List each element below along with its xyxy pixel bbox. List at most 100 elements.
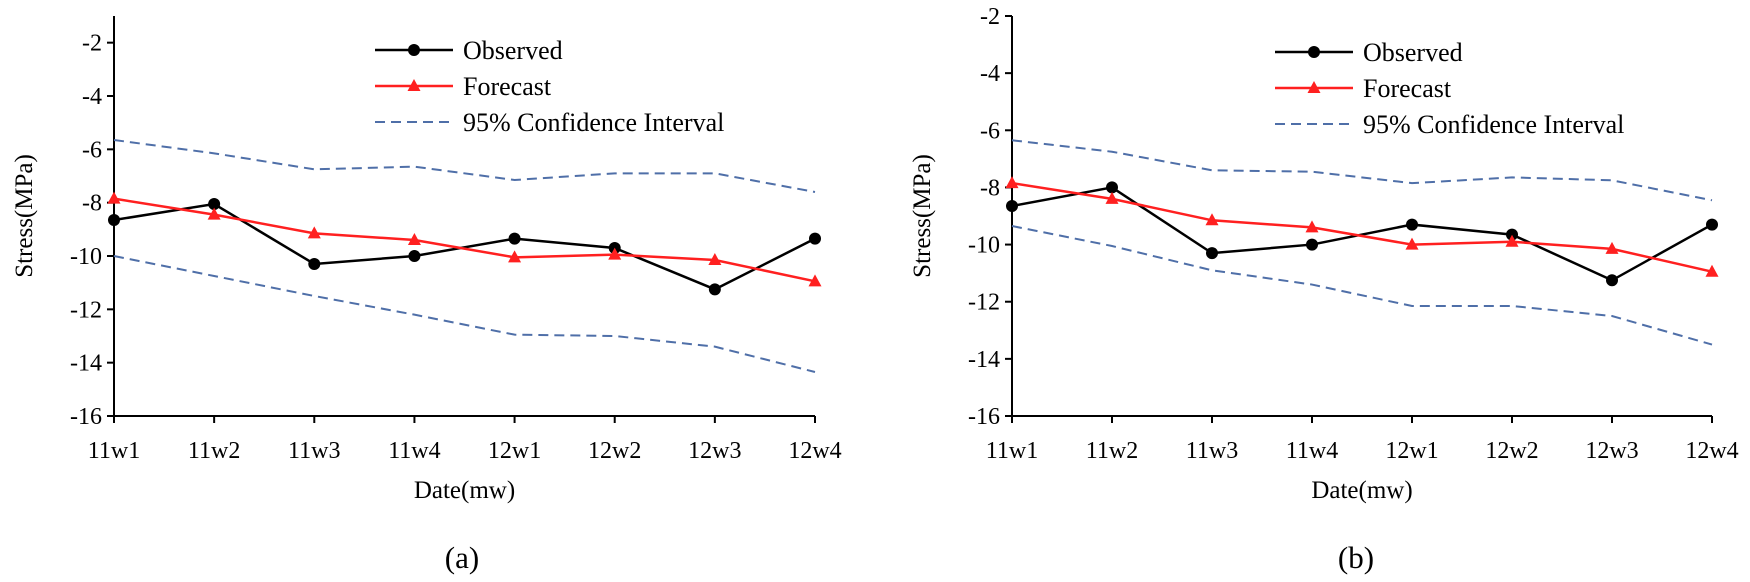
legend: Observed Forecast 95% Confidence Interval bbox=[375, 36, 724, 137]
x-tick-label: 11w2 bbox=[1086, 438, 1138, 464]
data-point bbox=[208, 198, 221, 210]
x-tick-label: 12w2 bbox=[588, 438, 641, 464]
legend-marker bbox=[407, 79, 421, 91]
data-point bbox=[1106, 181, 1118, 194]
x-axis-label: Date(mw) bbox=[1311, 477, 1412, 504]
x-tick-label: 12w4 bbox=[788, 438, 841, 464]
series-line bbox=[113, 197, 816, 283]
chart-panel-b: -2 -4 -6 -8 -10 -12 -14 -16 11w1 11w2 11w3 11w4 12w1… bbox=[909, 4, 1739, 575]
data-point bbox=[1005, 176, 1019, 189]
series-95-confidence-interval-lower bbox=[113, 255, 816, 373]
series-observed bbox=[1006, 181, 1718, 287]
data-point bbox=[1605, 241, 1619, 254]
x-tick-label: 12w3 bbox=[688, 438, 741, 464]
y-tick-label: -10 bbox=[70, 244, 102, 270]
data-point bbox=[1405, 237, 1419, 250]
panel-label: (b) bbox=[1338, 540, 1374, 575]
legend-label: 95% Confidence Interval bbox=[463, 108, 724, 137]
x-tick-label: 11w1 bbox=[986, 438, 1038, 464]
data-point bbox=[1206, 247, 1218, 260]
legend-label: Observed bbox=[463, 36, 563, 65]
y-tick-label: -6 bbox=[980, 118, 1000, 144]
y-tick-label: -2 bbox=[980, 4, 1000, 30]
y-tick-label: -16 bbox=[70, 404, 102, 430]
panel-label: (a) bbox=[445, 540, 479, 575]
series-95-confidence-interval bbox=[113, 139, 816, 193]
y-tick-label: -2 bbox=[82, 31, 102, 57]
data-point bbox=[308, 258, 321, 270]
data-point bbox=[1505, 234, 1519, 247]
data-point bbox=[1006, 200, 1018, 212]
y-tick-label: -12 bbox=[70, 297, 102, 323]
y-tick-label: -4 bbox=[82, 84, 102, 110]
y-tick-label: -14 bbox=[70, 351, 102, 377]
data-point bbox=[1105, 191, 1119, 204]
x-tick-label: 11w3 bbox=[1186, 438, 1238, 464]
y-tick-label: -8 bbox=[82, 191, 102, 217]
data-point bbox=[107, 191, 121, 204]
data-point bbox=[1205, 213, 1219, 226]
data-point bbox=[1406, 218, 1418, 231]
y-tick-label: -16 bbox=[968, 404, 1000, 430]
data-point bbox=[1606, 274, 1618, 287]
data-point bbox=[508, 232, 521, 245]
legend: Observed Forecast 95% Confidence Interval bbox=[1275, 38, 1624, 139]
series-95-confidence-interval-lower bbox=[1011, 225, 1713, 346]
data-point bbox=[1706, 218, 1718, 231]
legend-label: 95% Confidence Interval bbox=[1363, 110, 1624, 139]
series-line bbox=[113, 202, 816, 291]
y-tick-label: -8 bbox=[980, 175, 1000, 201]
data-point bbox=[708, 283, 721, 296]
data-point bbox=[508, 250, 522, 263]
series-line bbox=[1011, 181, 1713, 273]
y-tick-label: -4 bbox=[980, 61, 1000, 87]
data-point bbox=[108, 214, 120, 226]
y-tick-label: -12 bbox=[968, 290, 1000, 316]
y-axis-label: Stress(MPa) bbox=[11, 154, 38, 278]
x-tick-label: 11w4 bbox=[388, 438, 440, 464]
legend-label: Forecast bbox=[463, 72, 552, 101]
data-point bbox=[1306, 238, 1318, 251]
series-95-confidence-interval bbox=[1011, 139, 1713, 202]
x-axis-label: Date(mw) bbox=[414, 477, 515, 504]
x-tick-label: 12w4 bbox=[1685, 438, 1738, 464]
x-tick-label: 12w2 bbox=[1485, 438, 1538, 464]
series-line bbox=[1011, 139, 1713, 202]
y-axis-label: Stress(MPa) bbox=[909, 154, 936, 278]
x-tick-label: 12w3 bbox=[1585, 438, 1638, 464]
data-point bbox=[809, 232, 821, 245]
series-forecast bbox=[107, 191, 822, 287]
y-tick-label: -6 bbox=[82, 137, 102, 163]
data-point bbox=[1705, 264, 1719, 277]
data-point bbox=[307, 226, 321, 239]
data-point bbox=[207, 207, 221, 220]
legend-label: Forecast bbox=[1363, 74, 1452, 103]
x-tick-label: 12w1 bbox=[488, 438, 541, 464]
legend-marker bbox=[408, 44, 420, 56]
x-tick-label: 12w1 bbox=[1385, 438, 1438, 464]
series-line bbox=[1011, 225, 1713, 346]
legend-marker bbox=[1307, 81, 1321, 93]
data-point bbox=[408, 250, 421, 262]
data-point bbox=[608, 247, 622, 260]
y-tick-label: -10 bbox=[968, 233, 1000, 259]
x-tick-label: 11w2 bbox=[188, 438, 240, 464]
legend-marker bbox=[1308, 46, 1320, 58]
series-line bbox=[113, 255, 816, 373]
series-observed bbox=[108, 198, 821, 296]
chart-panel-a: -2 -4 -6 -8 -10 -12 -14 -16 11w1 11w2 11w3 11w4 12w1… bbox=[11, 16, 842, 575]
legend-label: Observed bbox=[1363, 38, 1463, 67]
x-tick-label: 11w1 bbox=[88, 438, 140, 464]
data-point bbox=[1506, 228, 1518, 241]
data-point bbox=[1305, 220, 1319, 233]
series-line bbox=[1011, 186, 1713, 282]
series-forecast bbox=[1005, 176, 1719, 277]
data-point bbox=[808, 274, 822, 287]
data-point bbox=[407, 233, 421, 245]
y-tick-label: -14 bbox=[968, 347, 1000, 373]
data-point bbox=[708, 253, 722, 265]
x-tick-label: 11w3 bbox=[288, 438, 340, 464]
x-tick-label: 11w4 bbox=[1286, 438, 1338, 464]
series-line bbox=[113, 139, 816, 193]
